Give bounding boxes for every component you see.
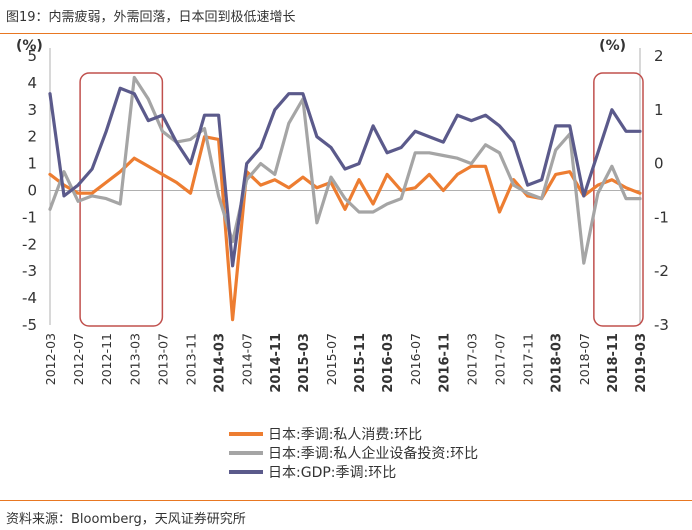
- chart-legend: 日本:季调:私人消费:环比 日本:季调:私人企业设备投资:环比 日本:GDP:季…: [229, 424, 478, 481]
- x-tick-label: 2015-11: [353, 333, 368, 393]
- line-chart: 5 4 3 2 1 0 -1 -2 -3 -4 -5 2 1 0 -1 -2 -3 (%) (%) 2012-03 20…: [16, 38, 669, 393]
- x-tick-label: 2017-11: [521, 333, 536, 385]
- left-tick-label: 3: [27, 101, 37, 119]
- x-tick-label: 2013-03: [127, 333, 142, 385]
- tick-label-layer: 5 4 3 2 1 0 -1 -2 -3 -4 -5 2 1 0 -1 -2 -3 (%) (%) 2012-03 20…: [16, 38, 669, 393]
- highlight-box-layer: [79, 72, 644, 327]
- legend-item-investment: 日本:季调:私人企业设备投资:环比: [229, 443, 478, 462]
- x-tick-label: 2012-07: [71, 333, 86, 385]
- x-tick-label: 2018-11: [606, 333, 621, 393]
- left-tick-label: 0: [27, 182, 37, 200]
- right-tick-label: -1: [654, 208, 669, 226]
- right-tick-label: 0: [654, 155, 664, 173]
- series-line: [48, 75, 642, 265]
- legend-swatch-investment: [229, 450, 263, 455]
- legend-item-gdp: 日本:GDP:季调:环比: [229, 462, 478, 481]
- left-tick-label: 5: [27, 47, 37, 65]
- x-tick-label: 2012-03: [43, 333, 58, 385]
- left-unit-label: (%): [16, 38, 43, 54]
- x-tick-label: 2016-07: [408, 333, 423, 385]
- highlight-box: [593, 72, 644, 327]
- legend-swatch-consumption: [229, 431, 263, 436]
- left-tick-label: 4: [27, 74, 37, 92]
- series-line: [48, 86, 642, 268]
- legend-item-consumption: 日本:季调:私人消费:环比: [229, 424, 478, 443]
- x-tick-label: 2016-03: [381, 333, 396, 393]
- left-tick-label: -2: [22, 235, 37, 253]
- axis-layer: [49, 48, 641, 325]
- figure-title: 图19：内需疲弱，外需回落，日本回到极低速增长: [6, 10, 296, 25]
- series-layer: [48, 75, 642, 322]
- title-divider: [0, 33, 692, 34]
- left-tick-label: -4: [22, 289, 37, 307]
- x-tick-label: 2019-03: [634, 333, 649, 393]
- left-tick-label: -1: [22, 208, 37, 226]
- footer-divider: [0, 500, 692, 501]
- source-note: 资料来源：Bloomberg，天风证券研究所: [6, 512, 246, 527]
- left-tick-label: -3: [22, 262, 37, 280]
- left-tick-label: 1: [27, 155, 37, 173]
- x-tick-label: 2014-07: [240, 333, 255, 385]
- left-tick-label: 2: [27, 128, 37, 146]
- x-tick-label: 2017-03: [464, 333, 479, 385]
- x-tick-label: 2015-07: [324, 333, 339, 385]
- right-tick-label: 1: [654, 101, 664, 119]
- x-tick-label: 2014-11: [269, 333, 284, 393]
- x-tick-label: 2012-11: [99, 333, 114, 385]
- right-unit-label: (%): [599, 38, 626, 54]
- x-tick-label: 2015-03: [297, 333, 312, 393]
- legend-label-gdp: 日本:GDP:季调:环比: [268, 464, 397, 481]
- x-tick-label: 2017-07: [493, 333, 508, 385]
- right-tick-label: -2: [654, 262, 669, 280]
- x-tick-label: 2014-03: [213, 333, 228, 393]
- x-tick-label: 2013-11: [183, 333, 198, 385]
- x-tick-label: 2016-11: [437, 333, 452, 393]
- x-tick-label: 2013-07: [155, 333, 170, 385]
- legend-swatch-gdp: [229, 469, 263, 474]
- legend-label-consumption: 日本:季调:私人消费:环比: [268, 426, 423, 443]
- right-tick-label: -3: [654, 316, 669, 334]
- x-tick-label: 2018-03: [550, 333, 565, 393]
- legend-label-investment: 日本:季调:私人企业设备投资:环比: [268, 445, 479, 462]
- left-tick-label: -5: [22, 316, 37, 334]
- right-tick-label: 2: [654, 47, 664, 65]
- x-tick-label: 2018-07: [577, 333, 592, 385]
